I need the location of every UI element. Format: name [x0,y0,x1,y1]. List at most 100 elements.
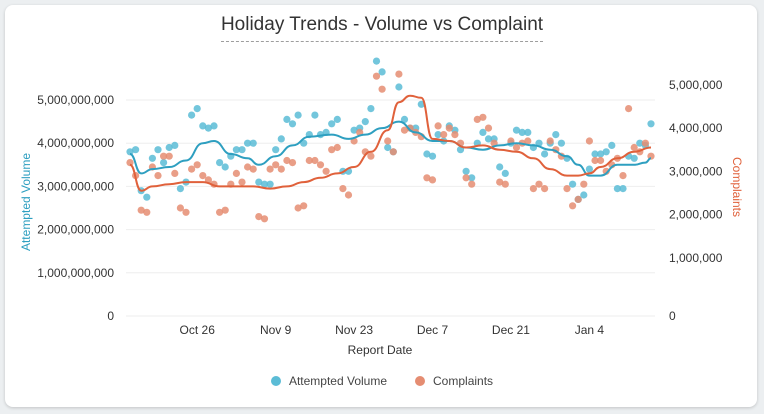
data-point [619,172,627,180]
data-point [361,118,369,126]
data-point [182,208,190,216]
data-point [238,146,246,154]
data-point [389,148,397,156]
data-point [143,193,151,201]
data-point [255,213,263,221]
trend-line [129,94,652,192]
data-point [395,83,403,91]
data-point [563,185,571,193]
data-point [479,113,487,121]
data-point [288,120,297,128]
data-point [244,139,252,147]
data-point [199,172,207,180]
data-point [602,148,610,156]
data-point [316,161,325,169]
right-tick-label: 5,000,000 [669,78,723,92]
legend-dot-icon [270,376,281,386]
left-axis-title: Attempted Volume [19,153,33,251]
data-point [417,100,425,108]
data-point [428,152,437,160]
data-point [344,191,353,199]
data-point [193,161,201,169]
legend-dot-icon [415,376,426,386]
data-point [193,105,201,113]
data-point [434,122,442,130]
data-point [132,146,140,154]
data-point [216,208,224,216]
data-point [171,141,179,149]
data-point [440,131,448,139]
data-point [283,115,291,123]
data-point [473,115,481,123]
chart-title-text: Holiday Trends - Volume vs Complaint [220,14,544,42]
data-point [574,195,582,203]
data-point [176,185,184,193]
data-point [524,128,532,136]
data-point [462,167,470,175]
data-point [395,70,403,78]
data-point [569,180,577,188]
data-point [249,165,257,173]
complaints-points [126,70,655,223]
data-point [512,126,521,134]
data-point [266,165,274,173]
data-point [428,176,437,184]
data-point [602,167,610,175]
data-point [137,206,145,214]
data-point [322,167,330,175]
data-point [479,128,487,136]
legend-item-complaints[interactable]: Complaints [415,374,493,388]
data-point [288,159,297,167]
legend: Attempted Volume Complaints [0,374,764,388]
right-axis-ticks: 0 1,000,000 2,000,000 3,000,000 4,000,000 5,0… [669,78,723,323]
legend-item-attempted-volume[interactable]: Attempted Volume [270,374,387,388]
data-point [384,143,392,152]
data-point [328,146,336,154]
left-tick-label: 1,000,000,000 [37,266,114,280]
right-tick-label: 3,000,000 [669,164,723,178]
data-point [546,137,554,145]
data-point [160,152,168,160]
x-tick-label: Dec 7 [417,323,449,337]
data-point [232,146,240,154]
data-point [171,169,179,177]
data-point [339,185,347,193]
left-tick-label: 3,000,000,000 [37,179,114,193]
data-point [378,68,386,76]
data-point [524,137,532,145]
data-point [484,135,493,143]
x-axis-ticks: Oct 26 Nov 9 Nov 23 Dec 7 Dec 21 Jan 4 [180,323,605,337]
data-point [423,150,431,158]
data-point [311,156,319,165]
data-point [552,131,560,139]
data-point [160,159,168,167]
grid-lines [126,99,655,317]
data-point [238,178,246,186]
data-point [585,137,594,145]
data-point [580,191,588,199]
data-point [608,141,616,149]
data-point [221,206,229,214]
data-point [406,124,414,132]
left-tick-label: 4,000,000,000 [37,136,114,150]
data-point [255,178,263,186]
attempted-volume-points [126,57,655,203]
data-point [260,215,269,223]
left-tick-label: 2,000,000,000 [37,223,114,237]
data-point [591,150,599,158]
legend-label: Complaints [433,374,494,388]
data-point [372,57,381,65]
data-point [283,156,291,165]
data-point [619,185,627,193]
data-point [468,174,476,182]
data-point [199,122,207,130]
left-tick-label: 5,000,000,000 [37,93,114,107]
data-point [597,156,605,165]
data-point [311,111,319,119]
data-point [512,143,521,152]
data-point [204,124,212,132]
data-point [300,202,308,210]
left-axis-ticks: 0 1,000,000,000 2,000,000,000 3,000,000,000… [37,93,114,323]
right-axis-title: Complaints [730,157,744,217]
